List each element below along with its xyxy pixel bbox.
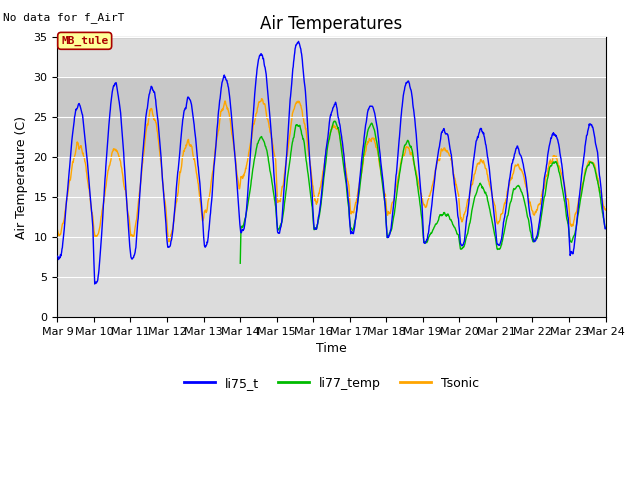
li75_t — [538, 206, 545, 212]
Tsonic — [165, 239, 173, 245]
li77_temp — [237, 241, 244, 247]
li75_t — [91, 281, 99, 287]
Tsonic — [602, 207, 609, 213]
Tsonic — [162, 207, 170, 213]
li75_t — [176, 151, 184, 156]
Tsonic — [417, 191, 425, 196]
X-axis label: Time: Time — [316, 342, 347, 356]
li75_t — [54, 253, 61, 259]
Y-axis label: Air Temperature (C): Air Temperature (C) — [15, 116, 28, 239]
Tsonic — [258, 96, 266, 102]
Tsonic — [54, 227, 61, 232]
li77_temp — [488, 218, 496, 224]
Tsonic — [176, 171, 184, 177]
Line: li77_temp: li77_temp — [240, 121, 605, 263]
Text: MB_tule: MB_tule — [61, 36, 108, 46]
Line: li75_t: li75_t — [58, 41, 605, 284]
Line: Tsonic: Tsonic — [58, 99, 605, 242]
li77_temp — [602, 226, 609, 231]
Title: Air Temperatures: Air Temperatures — [260, 15, 403, 33]
Text: No data for f_AirT: No data for f_AirT — [3, 12, 125, 23]
li77_temp — [536, 219, 544, 225]
Legend: li75_t, li77_temp, Tsonic: li75_t, li77_temp, Tsonic — [179, 372, 484, 395]
Tsonic — [237, 174, 245, 180]
Bar — [58, 77, 605, 157]
li75_t — [489, 199, 497, 205]
Tsonic — [538, 195, 545, 201]
li75_t — [237, 230, 245, 236]
li75_t — [417, 194, 425, 200]
li75_t — [294, 38, 302, 44]
li75_t — [602, 226, 609, 231]
li77_temp — [417, 204, 424, 209]
li75_t — [163, 228, 170, 234]
Tsonic — [489, 195, 497, 201]
